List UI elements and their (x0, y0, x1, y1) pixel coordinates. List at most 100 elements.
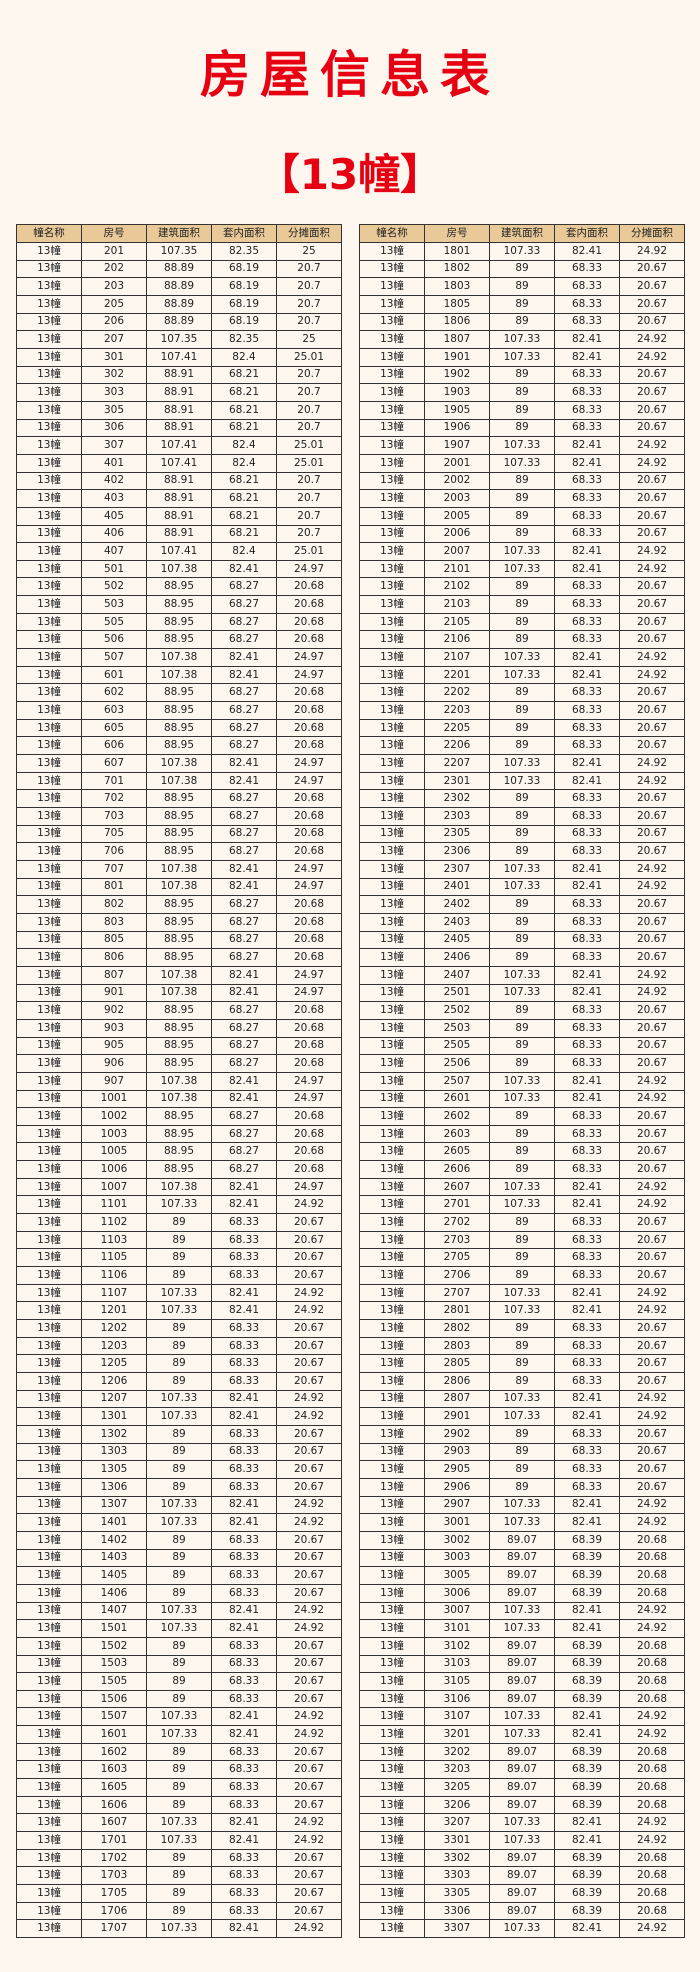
cell-building-area: 107.41 (146, 347, 212, 367)
table-row: 13幢 1102 89 68.33 20.67 (16, 1213, 342, 1232)
cell-building-area: 89.07 (489, 1566, 555, 1585)
cell-shared-area: 24.92 (276, 1831, 342, 1850)
cell-building-area: 89.07 (489, 1654, 555, 1674)
cell-interior-area: 68.39 (554, 1583, 620, 1603)
table-row: 13幢 802 88.95 68.27 20.68 (16, 895, 342, 914)
cell-shared-area: 24.97 (276, 1177, 342, 1197)
cell-interior-area: 82.4 (211, 436, 277, 455)
cell-room-number: 1103 (81, 1230, 147, 1250)
table-row: 13幢 3102 89.07 68.39 20.68 (359, 1636, 685, 1656)
cell-room-number: 405 (81, 506, 147, 526)
cell-interior-area: 68.33 (554, 577, 620, 597)
cell-building-name: 13幢 (359, 1054, 425, 1073)
cell-room-number: 2506 (424, 1054, 490, 1073)
cell-shared-area: 20.68 (619, 1689, 685, 1709)
cell-building-name: 13幢 (16, 824, 82, 844)
cell-interior-area: 68.27 (211, 1160, 277, 1179)
cell-interior-area: 82.41 (554, 1407, 620, 1426)
cell-shared-area: 20.67 (276, 1477, 342, 1497)
cell-interior-area: 68.33 (554, 1266, 620, 1285)
cell-interior-area: 68.33 (554, 506, 620, 526)
cell-interior-area: 68.27 (211, 1036, 277, 1056)
table-row: 13幢 3305 89.07 68.39 20.68 (359, 1884, 685, 1903)
cell-interior-area: 82.41 (211, 1495, 277, 1515)
cell-interior-area: 68.33 (211, 1672, 277, 1691)
table-row: 13幢 1605 89 68.33 20.67 (16, 1778, 342, 1797)
cell-interior-area: 68.33 (554, 1160, 620, 1179)
cell-interior-area: 68.33 (554, 1460, 620, 1479)
cell-room-number: 3107 (424, 1707, 490, 1727)
cell-shared-area: 20.68 (276, 612, 342, 632)
cell-room-number: 1303 (81, 1442, 147, 1462)
table-row: 13幢 1802 89 68.33 20.67 (359, 259, 685, 279)
cell-building-area: 88.89 (146, 277, 212, 296)
cell-room-number: 2901 (424, 1407, 490, 1426)
cell-building-area: 89.07 (489, 1884, 555, 1903)
cell-building-area: 89.07 (489, 1866, 555, 1886)
cell-room-number: 903 (81, 1018, 147, 1038)
table-row: 13幢 1205 89 68.33 20.67 (16, 1354, 342, 1373)
table-row: 13幢 2103 89 68.33 20.67 (359, 595, 685, 614)
cell-room-number: 1903 (424, 383, 490, 402)
cell-shared-area: 20.67 (619, 277, 685, 296)
table-row: 13幢 2101 107.33 82.41 24.92 (359, 559, 685, 579)
cell-building-name: 13幢 (359, 1619, 425, 1638)
cell-building-name: 13幢 (359, 665, 425, 685)
cell-room-number: 802 (81, 895, 147, 914)
cell-shared-area: 24.92 (619, 1089, 685, 1109)
cell-interior-area: 68.39 (554, 1795, 620, 1815)
cell-room-number: 807 (81, 965, 147, 985)
cell-shared-area: 20.68 (276, 824, 342, 844)
table-row: 13幢 1505 89 68.33 20.67 (16, 1672, 342, 1691)
cell-building-name: 13幢 (359, 736, 425, 756)
cell-shared-area: 20.67 (276, 1336, 342, 1356)
cell-building-name: 13幢 (16, 1530, 82, 1550)
cell-building-name: 13幢 (16, 1036, 82, 1056)
table-row: 13幢 2502 89 68.33 20.67 (359, 1001, 685, 1020)
cell-room-number: 1003 (81, 1124, 147, 1144)
cell-building-name: 13幢 (16, 1160, 82, 1179)
table-row: 13幢 1907 107.33 82.41 24.92 (359, 436, 685, 455)
cell-building-area: 107.33 (146, 1619, 212, 1638)
cell-shared-area: 24.97 (276, 771, 342, 791)
cell-building-name: 13幢 (16, 1301, 82, 1321)
cell-room-number: 2003 (424, 489, 490, 508)
cell-building-area: 89.07 (489, 1672, 555, 1691)
cell-building-area: 89 (489, 1372, 555, 1391)
cell-building-area: 89 (489, 1001, 555, 1020)
table-row: 13幢 702 88.95 68.27 20.68 (16, 789, 342, 808)
table-row: 13幢 1406 89 68.33 20.67 (16, 1583, 342, 1603)
cell-interior-area: 68.33 (554, 1018, 620, 1038)
cell-building-name: 13幢 (359, 1160, 425, 1179)
cell-interior-area: 68.39 (554, 1548, 620, 1568)
cell-building-area: 89 (489, 683, 555, 703)
cell-interior-area: 82.41 (554, 347, 620, 367)
cell-building-name: 13幢 (359, 789, 425, 808)
table-row: 13幢 3002 89.07 68.39 20.68 (359, 1530, 685, 1550)
cell-interior-area: 82.41 (211, 1619, 277, 1638)
cell-room-number: 206 (81, 312, 147, 332)
cell-interior-area: 68.33 (211, 1583, 277, 1603)
cell-room-number: 606 (81, 736, 147, 756)
cell-interior-area: 68.27 (211, 1124, 277, 1144)
cell-shared-area: 20.68 (619, 1901, 685, 1921)
table-row: 13幢 1902 89 68.33 20.67 (359, 365, 685, 385)
cell-building-name: 13幢 (359, 1530, 425, 1550)
table-row: 13幢 2102 89 68.33 20.67 (359, 577, 685, 597)
cell-room-number: 803 (81, 912, 147, 932)
cell-building-area: 89 (146, 1866, 212, 1886)
cell-building-name: 13幢 (359, 365, 425, 385)
cell-shared-area: 24.92 (619, 1513, 685, 1532)
cell-shared-area: 24.92 (276, 1619, 342, 1638)
table-row: 13幢 2905 89 68.33 20.67 (359, 1460, 685, 1479)
cell-building-area: 107.33 (489, 965, 555, 985)
cell-building-area: 88.95 (146, 1018, 212, 1038)
table-row: 13幢 402 88.91 68.21 20.7 (16, 471, 342, 491)
cell-interior-area: 82.41 (211, 877, 277, 897)
cell-room-number: 2805 (424, 1354, 490, 1373)
cell-building-area: 89 (489, 930, 555, 950)
cell-building-area: 107.33 (489, 1177, 555, 1197)
cell-building-area: 89 (146, 1424, 212, 1444)
cell-interior-area: 68.21 (211, 365, 277, 385)
cell-interior-area: 82.41 (554, 1707, 620, 1727)
